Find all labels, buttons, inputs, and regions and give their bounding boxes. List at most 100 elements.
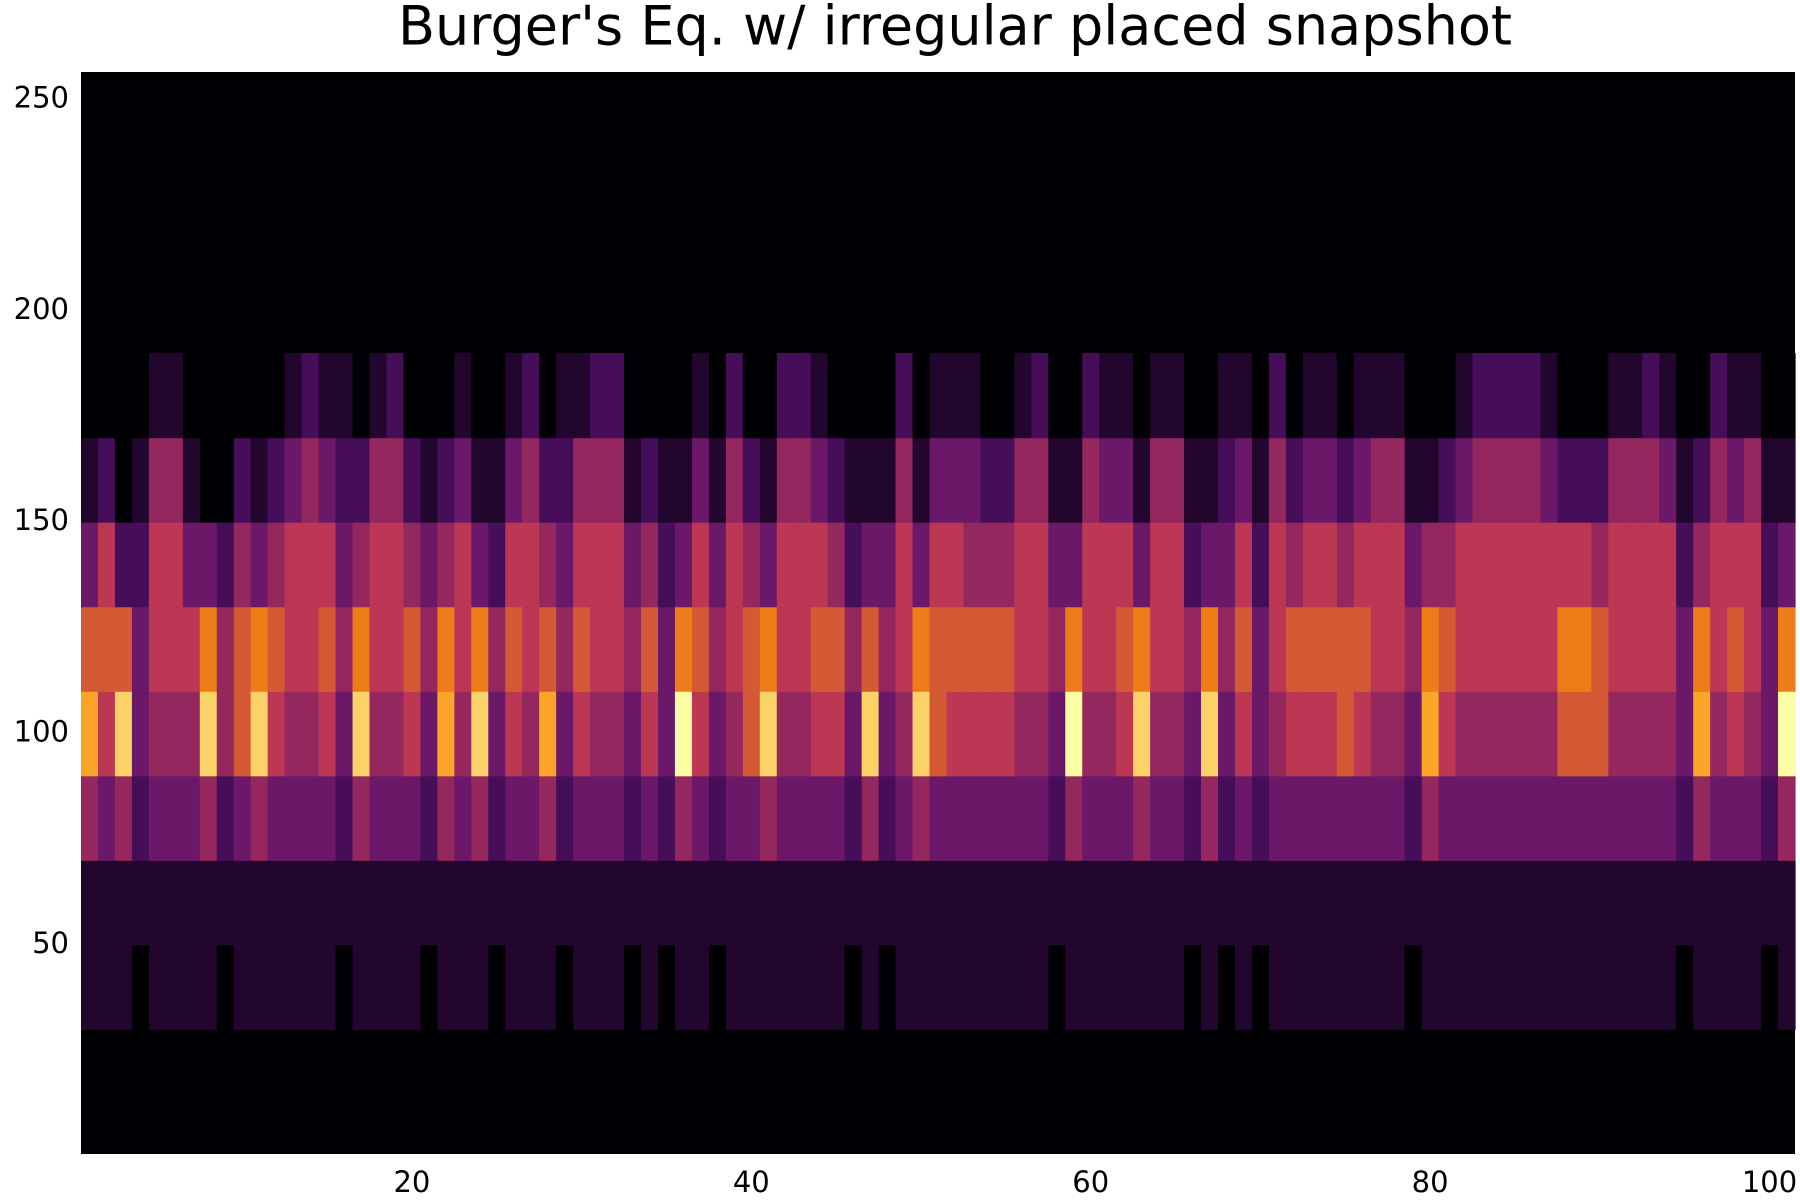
- heat-cell: [539, 775, 557, 861]
- heat-cell: [1048, 353, 1066, 439]
- heat-cell: [1489, 353, 1508, 439]
- heat-cell: [250, 691, 269, 777]
- heat-cell: [776, 691, 795, 777]
- heat-cell: [1065, 522, 1083, 608]
- heat-cell: [1591, 437, 1609, 523]
- heat-cell: [1285, 775, 1304, 861]
- heat-cell: [1167, 860, 1185, 946]
- heat-cell: [657, 860, 676, 946]
- heat-cell: [81, 522, 99, 608]
- heat-cell: [1659, 775, 1677, 861]
- heat-cell: [1014, 606, 1032, 692]
- heat-cell: [301, 691, 320, 777]
- heat-cell: [1693, 775, 1711, 861]
- heat-cell: [1421, 606, 1440, 692]
- heat-cell: [386, 860, 405, 946]
- heat-cell: [963, 944, 982, 1030]
- heat-cell: [624, 606, 642, 692]
- heat-cell: [657, 775, 676, 861]
- heat-cell: [827, 353, 846, 439]
- heat-cell: [878, 691, 897, 777]
- heat-cell: [1472, 437, 1491, 523]
- heat-cell: [267, 522, 286, 608]
- heat-cell: [284, 775, 303, 861]
- heat-cell: [708, 860, 727, 946]
- heat-cell: [861, 944, 880, 1030]
- heat-cell: [1557, 691, 1575, 777]
- heat-cell: [657, 944, 676, 1030]
- heat-cell: [573, 775, 591, 861]
- heat-cell: [725, 775, 744, 861]
- heat-cell: [1693, 606, 1711, 692]
- heat-cell: [810, 860, 829, 946]
- heat-cell: [810, 437, 829, 523]
- heat-cell: [471, 353, 489, 439]
- heat-cell: [1625, 860, 1643, 946]
- heat-cell: [1065, 353, 1083, 439]
- heat-cell: [301, 606, 320, 692]
- heat-cell: [1506, 944, 1525, 1030]
- heat-cell: [844, 944, 863, 1030]
- heat-cell: [1150, 353, 1168, 439]
- heat-cell: [284, 606, 303, 692]
- heat-cell: [1387, 775, 1406, 861]
- heat-cell: [420, 691, 438, 777]
- heat-cell: [352, 944, 371, 1030]
- heat-cell: [454, 860, 472, 946]
- heat-cell: [725, 944, 744, 1030]
- heat-cell: [1082, 944, 1100, 1030]
- heat-cell: [1710, 522, 1728, 608]
- heat-cell: [1319, 944, 1338, 1030]
- heat-cell: [1676, 437, 1694, 523]
- heat-cell: [1489, 944, 1508, 1030]
- heat-cell: [148, 353, 167, 439]
- heat-cell: [1591, 353, 1609, 439]
- heat-cell: [148, 437, 167, 523]
- heat-cell: [216, 775, 235, 861]
- heat-cell: [607, 691, 625, 777]
- heat-cell: [131, 944, 150, 1030]
- heat-cell: [1472, 860, 1491, 946]
- heat-cell: [1336, 775, 1355, 861]
- heat-cell: [1506, 606, 1525, 692]
- heat-cell: [1251, 944, 1270, 1030]
- heat-cell: [1201, 944, 1219, 1030]
- heat-cell: [352, 691, 371, 777]
- heat-cell: [505, 606, 523, 692]
- heat-cell: [1302, 522, 1321, 608]
- heat-cell: [284, 437, 303, 523]
- heat-cell: [1438, 606, 1457, 692]
- heat-cell: [997, 691, 1015, 777]
- heat-cell: [742, 606, 761, 692]
- heat-cell: [1201, 775, 1219, 861]
- heat-cell: [641, 606, 659, 692]
- heat-cell: [1251, 353, 1270, 439]
- heat-cell: [1625, 944, 1643, 1030]
- heat-cell: [725, 353, 744, 439]
- heat-cell: [573, 860, 591, 946]
- heat-cell: [929, 522, 948, 608]
- heat-cell: [708, 353, 727, 439]
- heat-cell: [810, 522, 829, 608]
- heat-cell: [1184, 775, 1202, 861]
- heat-cell: [1761, 691, 1779, 777]
- heat-cell: [759, 691, 778, 777]
- heat-cell: [1744, 606, 1762, 692]
- heat-cell: [929, 775, 948, 861]
- heat-cell: [1404, 437, 1423, 523]
- heat-cell: [335, 353, 354, 439]
- heat-cell: [776, 775, 795, 861]
- heat-cell: [1031, 606, 1049, 692]
- heat-cell: [607, 606, 625, 692]
- heat-cell: [1438, 353, 1457, 439]
- heat-cell: [420, 944, 438, 1030]
- heat-cell: [1268, 437, 1287, 523]
- heat-cell: [114, 353, 133, 439]
- heat-cell: [742, 775, 761, 861]
- heat-cell: [1523, 860, 1542, 946]
- heat-cell: [437, 691, 455, 777]
- heat-cell: [708, 437, 727, 523]
- heat-cell: [1489, 437, 1508, 523]
- heat-cell: [742, 437, 761, 523]
- heat-cell: [182, 775, 201, 861]
